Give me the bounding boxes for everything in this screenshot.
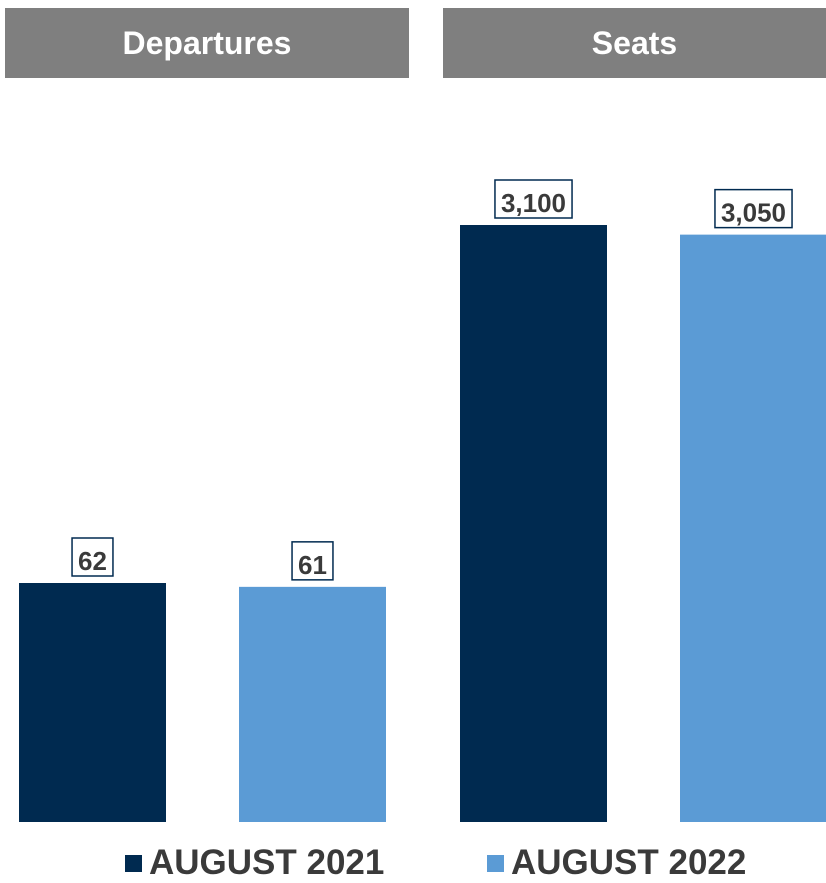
- data-label-box-seats-august-2021: [494, 179, 573, 219]
- legend-item-august-2021: AUGUST 2021: [125, 843, 384, 883]
- data-label-box-seats-august-2022: [714, 188, 793, 229]
- legend-label-august-2021: AUGUST 2021: [149, 843, 385, 882]
- legend-swatch-august-2022: [487, 854, 504, 872]
- data-label-departures-august-2022: 61: [298, 550, 327, 580]
- data-label-box-departures-august-2022: [291, 541, 334, 581]
- panel-title-seats: Seats: [443, 8, 826, 78]
- bar-departures-august-2022: [239, 586, 386, 822]
- data-label-seats-august-2022: 3,050: [721, 198, 786, 228]
- legend-item-august-2022: AUGUST 2022: [487, 843, 746, 883]
- data-label-box-departures-august-2021: [71, 537, 114, 577]
- bar-seats-august-2021: [460, 225, 607, 822]
- panel-title-departures: Departures: [5, 8, 409, 78]
- bar-departures-august-2021: [19, 583, 166, 822]
- data-label-departures-august-2021: 62: [78, 546, 107, 576]
- data-label-seats-august-2021: 3,100: [501, 188, 566, 218]
- legend-swatch-august-2021: [125, 854, 142, 872]
- legend-label-august-2022: AUGUST 2022: [511, 843, 747, 882]
- bar-seats-august-2022: [680, 234, 826, 822]
